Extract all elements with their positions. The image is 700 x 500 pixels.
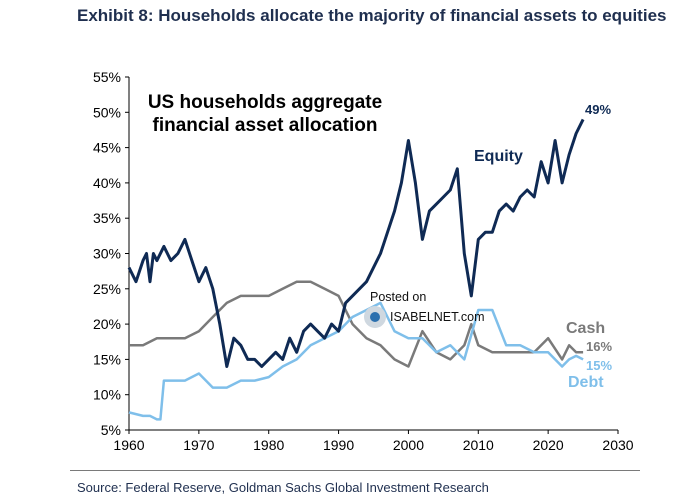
y-tick-label: 45% — [93, 140, 121, 156]
series-line-equity — [127, 118, 585, 368]
labels-layer: Equity 49% Cash 16% 15%Debt — [474, 102, 612, 391]
axes: 5% 10% 15% 20% 25% 30% 35% 40% 45% 50% 55% 1960 1970… — [93, 69, 634, 453]
x-tick-label: 2010 — [463, 437, 494, 453]
exhibit-title: Exhibit 8: Households allocate the major… — [77, 6, 667, 25]
x-tick-label: 1990 — [323, 437, 354, 453]
watermark-logo-core — [370, 312, 380, 322]
y-tick-label: 40% — [93, 175, 121, 191]
series-line-cash — [129, 280, 584, 368]
series-name-cash: Cash — [566, 320, 605, 337]
inset-title: US households aggregate financial asset … — [148, 92, 382, 136]
watermark-line2: ISABELNET.com — [390, 310, 484, 324]
y-tick-label: 5% — [101, 422, 121, 438]
series-end-label-cash: 16% — [586, 339, 612, 354]
series-line-debt — [128, 301, 584, 421]
series-end-label-equity: 49% — [585, 102, 611, 117]
y-tick-label: 20% — [93, 316, 121, 332]
x-tick-label: 2000 — [393, 437, 424, 453]
inset-title-line1: US households aggregate — [148, 92, 382, 113]
chart: 5% 10% 15% 20% 25% 30% 35% 40% 45% 50% 55% 1960 1970… — [93, 69, 634, 453]
source-note: Source: Federal Reserve, Goldman Sachs G… — [77, 480, 489, 495]
watermark-line1: Posted on — [370, 290, 426, 304]
series-name-equity: Equity — [474, 148, 523, 165]
x-tick-label: 1970 — [183, 437, 214, 453]
y-tick-label: 50% — [93, 104, 121, 120]
x-tick-label: 1960 — [113, 437, 144, 453]
series-end-label-debt: 15% — [586, 358, 612, 373]
y-tick-label: 10% — [93, 387, 121, 403]
watermark: Posted on ISABELNET.com — [364, 290, 484, 328]
x-tick-label: 1980 — [253, 437, 284, 453]
x-tick-label: 2020 — [533, 437, 564, 453]
inset-title-line2: financial asset allocation — [153, 115, 378, 136]
y-tick-label: 30% — [93, 246, 121, 262]
y-tick-label: 25% — [93, 281, 121, 297]
footer-rule — [70, 470, 640, 471]
y-tick-label: 15% — [93, 351, 121, 367]
y-tick-label: 35% — [93, 210, 121, 226]
x-tick-label: 2030 — [602, 437, 633, 453]
series-name-debt: Debt — [568, 374, 604, 391]
series-layer — [127, 118, 585, 421]
y-tick-label: 55% — [93, 69, 121, 85]
